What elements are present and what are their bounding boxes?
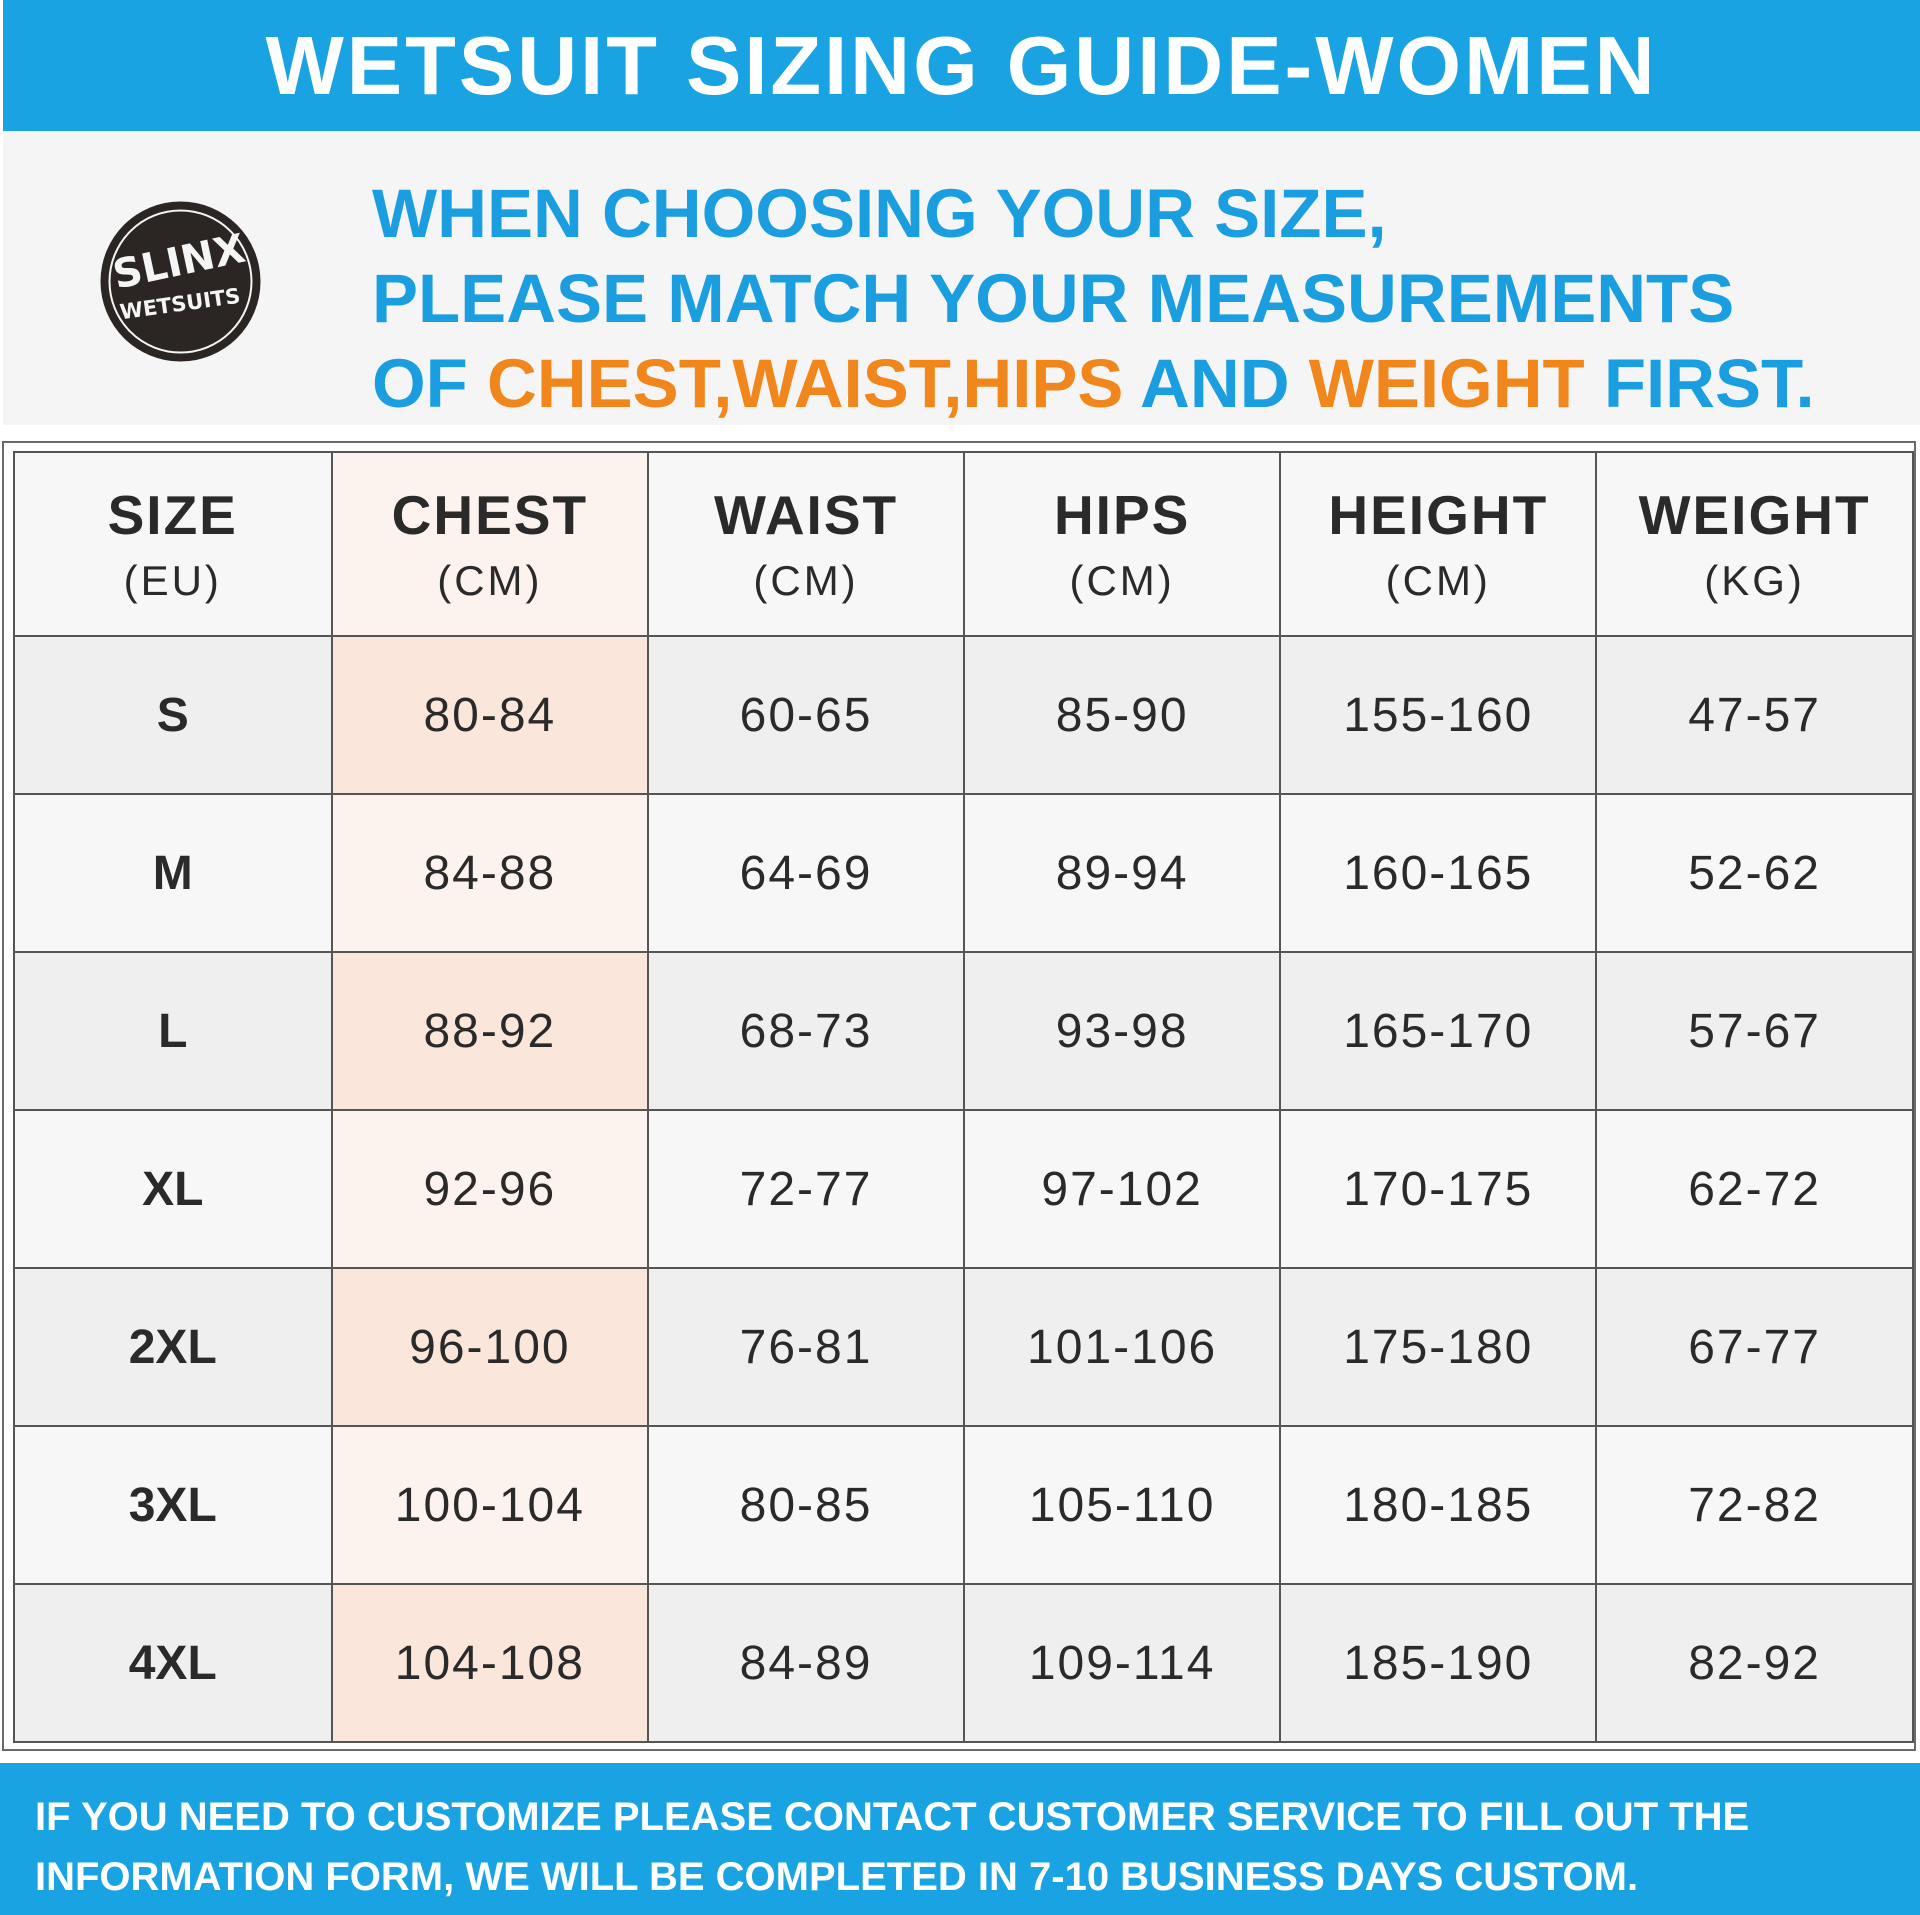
footer-line-2: INFORMATION FORM, WE WILL BE COMPLETED I… [35,1855,1639,1899]
column-header-hips: HIPS (CM) [962,451,1282,637]
table-header-row: SIZE (EU) CHEST (CM) WAIST (CM) HIPS (CM… [13,451,1914,637]
waist-cell: 60-65 [647,635,965,795]
height-cell: 185-190 [1279,1583,1598,1743]
column-header-size: SIZE (EU) [13,451,333,637]
table-row: 4XL 104-108 84-89 109-114 185-190 82-92 [13,1583,1914,1743]
height-cell: 175-180 [1279,1267,1598,1427]
column-header-label: HIPS [1053,484,1191,546]
footer-line-1: IF YOU NEED TO CUSTOMIZE PLEASE CONTACT … [35,1795,1750,1839]
chest-cell: 92-96 [330,1109,650,1269]
size-cell: 3XL [13,1425,333,1585]
column-header-label: SIZE [107,484,238,546]
column-header-chest: CHEST (CM) [330,451,650,637]
size-cell: L [13,951,333,1111]
chest-cell: 84-88 [330,793,650,953]
table-row: 2XL 96-100 76-81 101-106 175-180 67-77 [13,1267,1914,1427]
column-header-label: CHEST [391,484,589,546]
column-header-label: HEIGHT [1328,484,1549,546]
table-row: 3XL 100-104 80-85 105-110 180-185 72-82 [13,1425,1914,1585]
column-header-waist: WAIST (CM) [647,451,965,637]
hips-cell: 89-94 [962,793,1282,953]
custom-order-footer: IF YOU NEED TO CUSTOMIZE PLEASE CONTACT … [0,1763,1920,1915]
waist-cell: 72-77 [647,1109,965,1269]
hips-cell: 105-110 [962,1425,1282,1585]
column-header-unit: (CM) [1385,557,1491,604]
size-cell: M [13,793,333,953]
column-header-label: WEIGHT [1638,484,1871,546]
hips-cell: 97-102 [962,1109,1282,1269]
height-cell: 180-185 [1279,1425,1598,1585]
size-cell: XL [13,1109,333,1269]
height-cell: 155-160 [1279,635,1598,795]
weight-cell: 47-57 [1595,635,1914,795]
column-header-unit: (CM) [1069,557,1175,604]
chest-cell: 88-92 [330,951,650,1111]
size-cell: S [13,635,333,795]
column-header-unit: (EU) [123,557,222,604]
hips-cell: 85-90 [962,635,1282,795]
weight-cell: 62-72 [1595,1109,1914,1269]
waist-cell: 64-69 [647,793,965,953]
column-header-unit: (CM) [437,557,543,604]
size-table-frame: SIZE (EU) CHEST (CM) WAIST (CM) HIPS (CM… [2,441,1916,1751]
table-row: XL 92-96 72-77 97-102 170-175 62-72 [13,1109,1914,1269]
height-cell: 170-175 [1279,1109,1598,1269]
instruction-highlight-weight: WEIGHT [1308,345,1585,422]
waist-cell: 84-89 [647,1583,965,1743]
chest-cell: 96-100 [330,1267,650,1427]
chest-cell: 104-108 [330,1583,650,1743]
waist-cell: 80-85 [647,1425,965,1585]
column-header-unit: (CM) [753,557,859,604]
column-header-label: WAIST [713,484,899,546]
hips-cell: 93-98 [962,951,1282,1111]
column-header-height: HEIGHT (CM) [1279,451,1598,637]
instruction-mid: AND [1123,345,1309,422]
instruction-line-1: WHEN CHOOSING YOUR SIZE, [372,175,1387,252]
column-header-weight: WEIGHT (KG) [1595,451,1914,637]
instruction-line-3: OF CHEST,WAIST,HIPS AND WEIGHT FIRST. [372,341,1912,426]
hips-cell: 101-106 [962,1267,1282,1427]
height-cell: 160-165 [1279,793,1598,953]
waist-cell: 68-73 [647,951,965,1111]
weight-cell: 67-77 [1595,1267,1914,1427]
column-header-unit: (KG) [1704,557,1805,604]
table-row: M 84-88 64-69 89-94 160-165 52-62 [13,793,1914,953]
height-cell: 165-170 [1279,951,1598,1111]
weight-cell: 52-62 [1595,793,1914,953]
footer-note: IF YOU NEED TO CUSTOMIZE PLEASE CONTACT … [35,1787,1915,1907]
size-chart-table: SIZE (EU) CHEST (CM) WAIST (CM) HIPS (CM… [13,451,1914,1743]
instruction-suffix: FIRST. [1584,345,1815,422]
page-title: WETSUIT SIZING GUIDE-WOMEN [265,18,1658,112]
instruction-prefix: OF [372,345,487,422]
chest-cell: 100-104 [330,1425,650,1585]
brand-logo-icon: SLINX WETSUITS [100,201,261,362]
table-row: L 88-92 68-73 93-98 165-170 57-67 [13,951,1914,1111]
size-cell: 4XL [13,1583,333,1743]
sizing-instruction: WHEN CHOOSING YOUR SIZE, PLEASE MATCH YO… [372,171,1912,426]
size-cell: 2XL [13,1267,333,1427]
title-banner: WETSUIT SIZING GUIDE-WOMEN [3,0,1920,131]
weight-cell: 82-92 [1595,1583,1914,1743]
hips-cell: 109-114 [962,1583,1282,1743]
instruction-line-2: PLEASE MATCH YOUR MEASUREMENTS [372,260,1735,337]
instruction-highlight-measurements: CHEST,WAIST,HIPS [487,345,1124,422]
chest-cell: 80-84 [330,635,650,795]
weight-cell: 72-82 [1595,1425,1914,1585]
weight-cell: 57-67 [1595,951,1914,1111]
waist-cell: 76-81 [647,1267,965,1427]
intro-section: SLINX WETSUITS WHEN CHOOSING YOUR SIZE, … [3,131,1920,425]
table-row: S 80-84 60-65 85-90 155-160 47-57 [13,635,1914,795]
